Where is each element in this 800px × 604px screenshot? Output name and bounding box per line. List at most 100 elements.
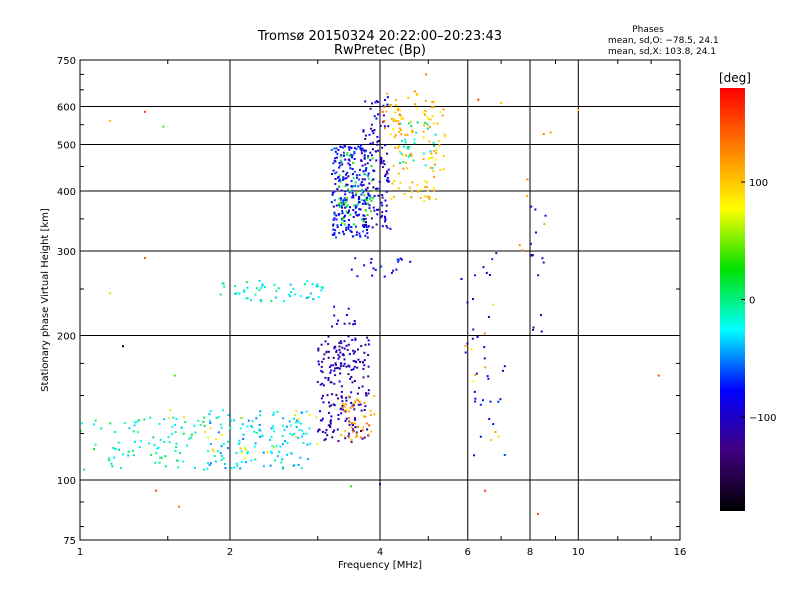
- data-point: [394, 146, 397, 149]
- data-point: [377, 101, 379, 104]
- data-point: [382, 159, 385, 162]
- data-point: [338, 232, 341, 234]
- data-point: [497, 435, 500, 438]
- data-point: [413, 142, 416, 145]
- data-point: [399, 181, 402, 184]
- data-point: [330, 369, 333, 372]
- data-point: [371, 141, 374, 144]
- data-point: [347, 307, 350, 310]
- data-point: [335, 171, 338, 174]
- data-point: [363, 401, 366, 404]
- data-point: [345, 229, 348, 231]
- colorbar-tick-label: 0: [749, 296, 755, 307]
- x-tick-label: 6: [465, 547, 471, 558]
- data-point: [411, 190, 414, 193]
- data-point: [431, 167, 434, 170]
- data-point: [364, 201, 367, 204]
- data-point: [503, 365, 506, 368]
- data-point: [343, 203, 345, 206]
- data-point: [315, 285, 318, 288]
- data-point: [400, 133, 403, 136]
- data-point: [361, 178, 364, 181]
- data-point: [367, 339, 370, 342]
- plot-frame: [79, 59, 681, 541]
- data-point: [289, 432, 292, 435]
- data-point: [188, 437, 191, 440]
- data-point: [272, 411, 275, 414]
- data-point: [337, 357, 340, 360]
- data-point: [378, 180, 381, 183]
- data-point: [370, 258, 373, 260]
- data-point: [333, 199, 336, 202]
- data-point: [350, 391, 353, 394]
- data-point: [154, 489, 157, 492]
- data-point: [143, 257, 146, 260]
- data-point: [379, 161, 382, 164]
- data-point: [353, 150, 356, 153]
- data-point: [360, 181, 363, 184]
- data-point: [577, 109, 580, 111]
- data-point: [408, 154, 411, 157]
- data-point: [360, 160, 363, 163]
- data-point: [342, 151, 345, 154]
- data-point: [339, 205, 341, 208]
- data-point: [442, 108, 445, 111]
- data-point: [152, 436, 155, 439]
- data-point: [352, 235, 355, 238]
- data-point: [355, 174, 358, 177]
- data-point: [276, 455, 279, 458]
- data-point: [365, 394, 368, 397]
- data-point: [489, 400, 492, 403]
- data-point: [432, 141, 435, 144]
- data-point: [331, 393, 334, 396]
- data-point: [369, 197, 371, 200]
- data-point: [162, 125, 165, 128]
- data-point: [371, 274, 374, 277]
- data-point: [383, 125, 386, 128]
- data-point: [293, 414, 296, 417]
- data-point: [384, 215, 386, 218]
- data-point: [94, 419, 97, 422]
- data-point: [345, 226, 348, 229]
- data-point: [338, 166, 341, 169]
- data-point: [320, 397, 323, 400]
- data-point: [317, 430, 319, 433]
- data-point: [273, 284, 276, 286]
- data-point: [223, 285, 226, 288]
- data-point: [413, 90, 416, 93]
- data-point: [390, 198, 393, 200]
- data-point: [366, 156, 369, 159]
- data-point: [354, 206, 357, 209]
- data-point: [194, 431, 197, 434]
- data-point: [473, 454, 476, 457]
- data-point: [439, 111, 442, 114]
- data-point: [337, 148, 340, 151]
- data-point: [381, 111, 384, 113]
- data-point: [316, 442, 319, 445]
- data-point: [347, 395, 350, 398]
- data-point: [111, 465, 114, 468]
- data-point: [351, 428, 354, 431]
- data-point: [253, 445, 256, 448]
- x-tick-label: 8: [527, 547, 533, 558]
- data-point: [109, 422, 112, 425]
- data-point: [361, 202, 364, 205]
- data-point: [347, 219, 350, 221]
- data-point: [293, 432, 296, 435]
- data-point: [370, 165, 373, 168]
- data-point: [355, 192, 358, 195]
- data-point: [394, 134, 397, 137]
- data-point: [353, 417, 356, 420]
- data-point: [334, 374, 337, 377]
- data-point: [363, 364, 366, 367]
- data-point: [416, 184, 419, 187]
- data-point: [549, 131, 552, 134]
- data-point: [474, 274, 476, 277]
- data-point: [425, 73, 428, 76]
- data-point: [530, 254, 533, 257]
- data-point: [366, 428, 369, 431]
- data-point: [242, 437, 245, 440]
- data-point: [272, 446, 275, 449]
- data-point: [341, 346, 344, 349]
